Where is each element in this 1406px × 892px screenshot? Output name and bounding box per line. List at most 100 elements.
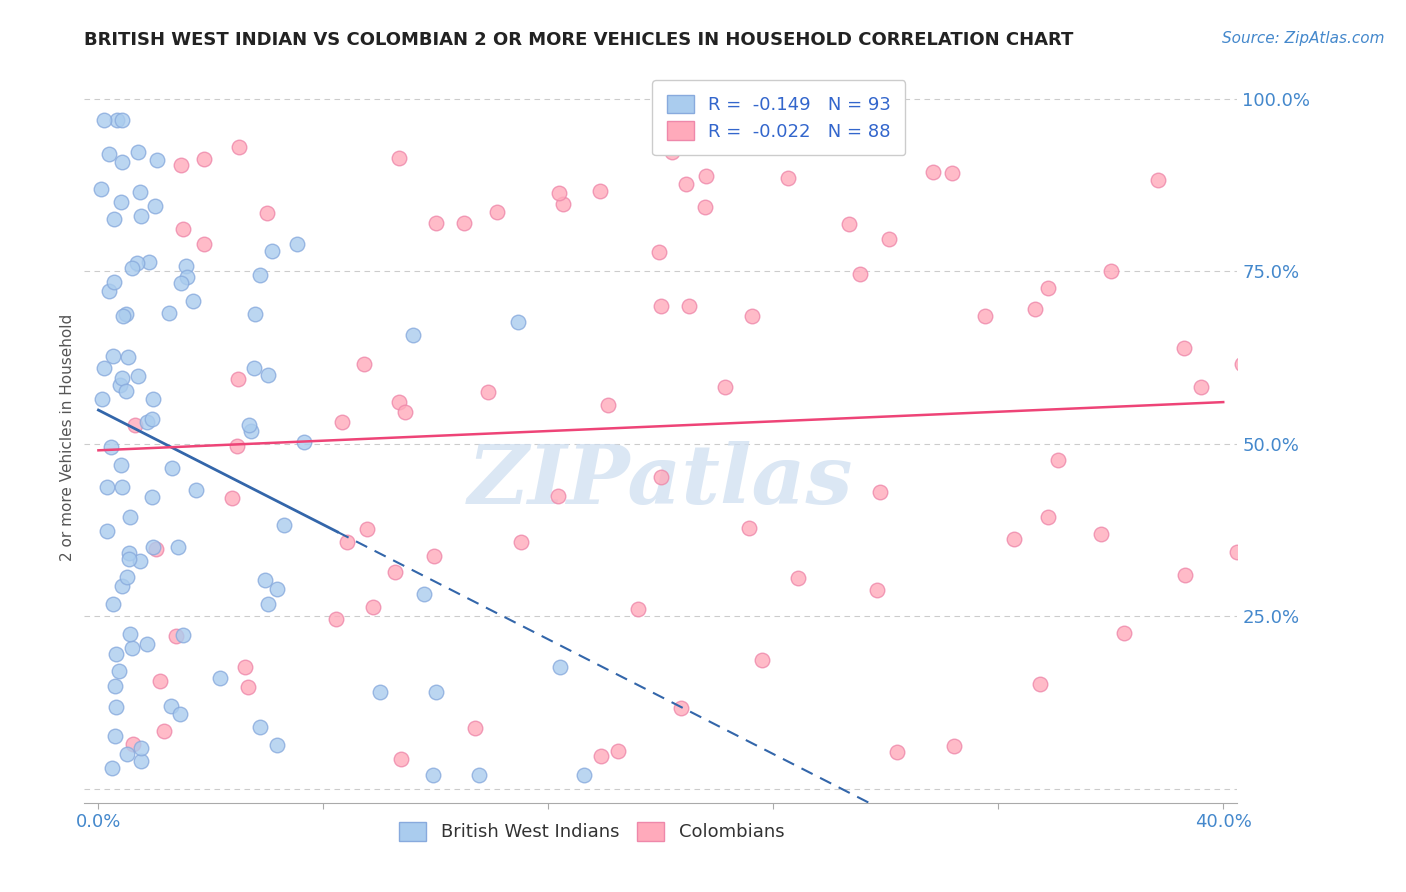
Point: [412, 587, 434, 601]
Point: [96, 524, 118, 538]
Point: [121, 261, 143, 276]
Point: [193, 152, 215, 166]
Point: [145, 542, 167, 557]
Point: [129, 740, 152, 755]
Point: [336, 534, 359, 549]
Point: [127, 369, 149, 384]
Point: [627, 602, 650, 616]
Point: [695, 201, 717, 215]
Point: [266, 582, 288, 596]
Point: [91, 392, 114, 406]
Point: [129, 210, 152, 224]
Point: [256, 206, 278, 220]
Point: [172, 628, 194, 642]
Point: [122, 737, 145, 751]
Point: [225, 439, 247, 453]
Point: [273, 518, 295, 533]
Point: [165, 629, 187, 643]
Point: [1254, 328, 1277, 343]
Point: [146, 153, 169, 167]
Point: [1090, 527, 1112, 541]
Point: [786, 571, 808, 585]
Point: [143, 199, 166, 213]
Point: [117, 351, 139, 365]
Point: [548, 186, 571, 201]
Point: [159, 699, 181, 714]
Point: [1226, 545, 1249, 559]
Point: [238, 417, 260, 432]
Point: [453, 216, 475, 230]
Point: [1260, 310, 1282, 325]
Point: [254, 573, 277, 587]
Point: [176, 269, 198, 284]
Point: [866, 582, 889, 597]
Point: [589, 749, 612, 764]
Point: [170, 158, 193, 172]
Point: [1002, 532, 1025, 546]
Point: [1147, 173, 1170, 187]
Point: [236, 680, 259, 694]
Point: [1036, 510, 1059, 524]
Point: [547, 489, 569, 503]
Point: [368, 685, 391, 699]
Point: [242, 361, 264, 376]
Point: [181, 293, 204, 308]
Point: [127, 145, 149, 160]
Point: [648, 244, 671, 259]
Point: [1046, 453, 1069, 467]
Point: [1174, 568, 1197, 582]
Point: [737, 521, 759, 535]
Point: [221, 491, 243, 505]
Point: [661, 145, 683, 159]
Point: [553, 197, 575, 211]
Point: [111, 310, 134, 324]
Point: [650, 470, 672, 484]
Point: [260, 244, 283, 259]
Point: [98, 285, 121, 299]
Point: [111, 112, 134, 127]
Point: [1189, 380, 1212, 394]
Point: [422, 768, 444, 782]
Point: [157, 306, 180, 320]
Point: [423, 549, 446, 563]
Point: [228, 372, 250, 386]
Point: [464, 721, 486, 735]
Point: [384, 565, 406, 579]
Point: [135, 637, 157, 651]
Point: [209, 671, 232, 685]
Point: [118, 546, 141, 560]
Point: [90, 181, 112, 195]
Point: [1230, 357, 1253, 371]
Point: [388, 394, 411, 409]
Point: [869, 485, 891, 500]
Point: [115, 747, 138, 762]
Point: [1024, 302, 1046, 317]
Point: [477, 385, 499, 400]
Point: [425, 685, 447, 699]
Point: [877, 232, 900, 246]
Point: [233, 660, 256, 674]
Point: [98, 147, 121, 161]
Y-axis label: 2 or more Vehicles in Household: 2 or more Vehicles in Household: [60, 313, 75, 561]
Point: [105, 647, 128, 661]
Point: [257, 368, 280, 382]
Point: [101, 349, 124, 363]
Point: [228, 140, 250, 154]
Point: [548, 659, 571, 673]
Point: [943, 739, 966, 753]
Point: [93, 360, 115, 375]
Point: [104, 729, 127, 743]
Point: [127, 256, 149, 270]
Point: [110, 194, 132, 209]
Point: [468, 768, 491, 782]
Point: [108, 665, 131, 679]
Point: [741, 309, 763, 323]
Point: [170, 276, 193, 290]
Point: [1246, 500, 1268, 515]
Point: [506, 314, 529, 328]
Point: [1029, 677, 1052, 691]
Point: [105, 700, 128, 714]
Point: [101, 597, 124, 611]
Point: [243, 307, 266, 321]
Point: [174, 259, 197, 273]
